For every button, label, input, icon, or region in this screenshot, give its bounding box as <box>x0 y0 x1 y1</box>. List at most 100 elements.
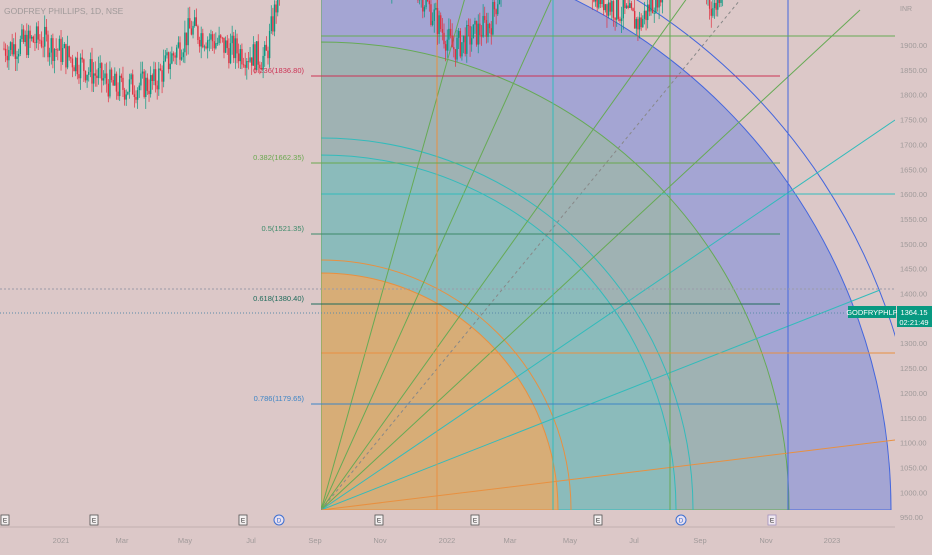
candle-body <box>72 59 73 68</box>
candle-body <box>652 0 653 13</box>
candle-body <box>112 80 113 86</box>
candle-body <box>719 0 720 3</box>
candle-body <box>243 64 244 65</box>
candle-body <box>139 86 140 91</box>
candle-body <box>244 65 245 68</box>
candle-body <box>272 16 273 31</box>
earnings-marker[interactable]: E <box>375 515 383 525</box>
candle-body <box>476 21 477 45</box>
candle-body <box>214 41 215 48</box>
candle-body <box>468 25 469 26</box>
earnings-marker[interactable]: E <box>90 515 98 525</box>
candle-body <box>161 70 162 82</box>
candle-body <box>424 7 425 11</box>
candle-body <box>447 40 448 51</box>
price-axis-label: 1200.00 <box>900 389 927 398</box>
candle-body <box>627 6 628 8</box>
candle-body <box>73 67 74 71</box>
candle-body <box>194 17 195 26</box>
candle-body <box>487 24 488 37</box>
candle-body <box>163 61 164 82</box>
candle-body <box>156 85 157 89</box>
candle-body <box>442 29 443 33</box>
candle-body <box>210 34 211 39</box>
candle-body <box>38 26 39 39</box>
event-marker-letter: E <box>241 518 246 525</box>
candle-body <box>142 72 143 74</box>
candle-body <box>256 41 257 70</box>
candle-body <box>258 41 259 64</box>
earnings-marker[interactable]: E <box>768 515 776 525</box>
candle-body <box>152 75 153 81</box>
candle-body <box>68 46 69 57</box>
candle-body <box>91 59 92 84</box>
candle-body <box>458 31 459 38</box>
candle-body <box>614 18 615 20</box>
candle-body <box>262 56 263 70</box>
candle-body <box>654 13 655 14</box>
candle-body <box>227 40 228 48</box>
earnings-marker[interactable]: E <box>594 515 602 525</box>
candle-body <box>34 42 35 43</box>
dividend-marker[interactable]: D <box>274 515 284 525</box>
price-axis-label: 1500.00 <box>900 240 927 249</box>
candle-body <box>233 36 234 58</box>
candle-body <box>103 78 104 80</box>
candle-body <box>145 78 146 97</box>
candle-body <box>121 76 122 78</box>
candle-body <box>711 9 712 16</box>
candle-body <box>44 27 45 47</box>
candle-body <box>238 53 239 61</box>
candle-body <box>443 33 444 44</box>
candle-body <box>108 84 109 97</box>
candle-body <box>479 24 480 35</box>
candle-body <box>88 72 89 75</box>
price-tag-price: 1364.15 <box>900 308 927 317</box>
candle-body <box>715 3 716 10</box>
candle-body <box>601 0 602 4</box>
candle-body <box>168 52 169 69</box>
price-axis-label: 1250.00 <box>900 364 927 373</box>
candle-body <box>453 47 454 49</box>
dividend-marker[interactable]: D <box>676 515 686 525</box>
candle-body <box>7 56 8 60</box>
candle-body <box>171 53 172 63</box>
candle-body <box>658 0 659 8</box>
time-axis-label: Sep <box>308 536 321 545</box>
candle-body <box>137 90 138 100</box>
candle-body <box>499 0 500 4</box>
earnings-marker[interactable]: E <box>471 515 479 525</box>
candle-body <box>717 0 718 10</box>
candle-body <box>42 47 43 48</box>
candle-body <box>192 26 193 35</box>
candle-body <box>596 0 597 8</box>
candle-body <box>649 5 650 12</box>
candle-body <box>20 39 21 54</box>
candle-body <box>150 75 151 94</box>
candle-body <box>31 37 32 39</box>
time-axis-label: Nov <box>759 536 773 545</box>
earnings-marker[interactable]: E <box>1 515 9 525</box>
price-axis[interactable]: 1900.001850.001800.001750.001700.001650.… <box>900 41 927 522</box>
candle-body <box>189 18 190 28</box>
time-axis-label: Jul <box>246 536 256 545</box>
earnings-marker[interactable]: E <box>239 515 247 525</box>
price-axis-label: 1450.00 <box>900 265 927 274</box>
candle-body <box>57 50 58 51</box>
time-axis-label: Sep <box>693 536 706 545</box>
fib-label-0: 0.236(1836.80) <box>253 66 304 75</box>
candle-body <box>183 52 184 57</box>
candle-body <box>619 19 620 21</box>
event-marker-letter: E <box>770 518 775 525</box>
candle-body <box>98 68 99 78</box>
time-axis-label: 2021 <box>53 536 70 545</box>
candle-body <box>598 0 599 8</box>
candle-body <box>495 9 496 14</box>
candle-body <box>261 68 262 69</box>
price-tag-countdown: 02:21:49 <box>899 318 928 327</box>
candle-body <box>640 17 641 27</box>
